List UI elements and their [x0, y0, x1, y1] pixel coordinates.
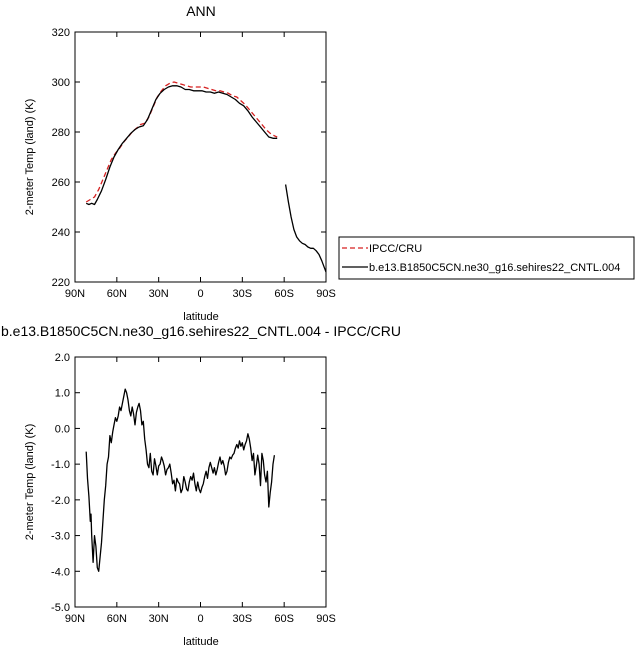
bottom-ytick-label: 2.0	[55, 352, 70, 364]
bottom-series-group	[85, 388, 276, 572]
top-plot-frame	[74, 31, 327, 283]
bottom-xtick-label: 0	[197, 613, 203, 625]
bottom-ticks: 90N 60N 30N 0 30S 60S 90S -5.0 -4.0 -3.0 -2.0 -1.0 0…	[51, 352, 336, 625]
legend-label-ipcc: IPCC/CRU	[369, 243, 422, 255]
top-ytick-label: 220	[52, 277, 70, 289]
bottom-series-line-0	[85, 388, 276, 572]
top-xtick-label: 30S	[233, 288, 253, 300]
bottom-ytick-label: 1.0	[55, 388, 70, 400]
bottom-xtick-label: 30S	[233, 613, 253, 625]
top-panel: ANN 90N 60N 30N 0 30S 60S 90S 220 240 260 280 300 32…	[24, 3, 635, 323]
top-ytick-label: 320	[52, 27, 70, 39]
top-xtick-label: 90N	[65, 288, 85, 300]
legend-label-model: b.e13.B1850C5CN.ne30_g16.sehires22_CNTL.…	[369, 262, 620, 274]
legend-box	[338, 236, 635, 280]
top-ytick-label: 260	[52, 177, 70, 189]
bottom-ytick-label: 0.0	[55, 423, 70, 435]
top-ytick-label: 240	[52, 227, 70, 239]
top-series-line-1	[85, 85, 278, 206]
top-series-group	[85, 81, 327, 273]
top-ticks: 90N 60N 30N 0 30S 60S 90S 220 240 260 280 300 320	[52, 27, 336, 300]
bottom-xlabel: latitude	[183, 636, 218, 648]
top-xlabel: latitude	[183, 311, 218, 323]
bottom-panel: b.e13.B1850C5CN.ne30_g16.sehires22_CNTL.…	[1, 323, 401, 648]
top-ylabel: 2-meter Temp (land) (K)	[24, 99, 36, 216]
bottom-title: b.e13.B1850C5CN.ne30_g16.sehires22_CNTL.…	[1, 323, 401, 339]
top-series-line-1	[284, 184, 327, 273]
bottom-ytick-label: -3.0	[51, 531, 70, 543]
bottom-plot-frame	[74, 356, 327, 608]
bottom-xtick-label: 90S	[316, 613, 336, 625]
bottom-ytick-label: -4.0	[51, 566, 70, 578]
top-ytick-label: 300	[52, 77, 70, 89]
top-xtick-label: 90S	[316, 288, 336, 300]
legend: IPCC/CRU b.e13.B1850C5CN.ne30_g16.sehire…	[338, 236, 635, 280]
top-xtick-label: 60N	[107, 288, 127, 300]
bottom-xtick-label: 30N	[149, 613, 169, 625]
top-xtick-label: 0	[197, 288, 203, 300]
top-series-line-0	[85, 81, 278, 203]
top-ytick-label: 280	[52, 127, 70, 139]
bottom-xtick-label: 90N	[65, 613, 85, 625]
bottom-ytick-label: -2.0	[51, 495, 70, 507]
bottom-ylabel: 2-meter Temp (land) (K)	[24, 424, 36, 541]
bottom-xtick-label: 60N	[107, 613, 127, 625]
top-xtick-label: 60S	[274, 288, 294, 300]
bottom-ytick-label: -1.0	[51, 459, 70, 471]
bottom-ytick-label: -5.0	[51, 602, 70, 614]
top-xtick-label: 30N	[149, 288, 169, 300]
top-title: ANN	[186, 3, 216, 19]
bottom-xtick-label: 60S	[274, 613, 294, 625]
